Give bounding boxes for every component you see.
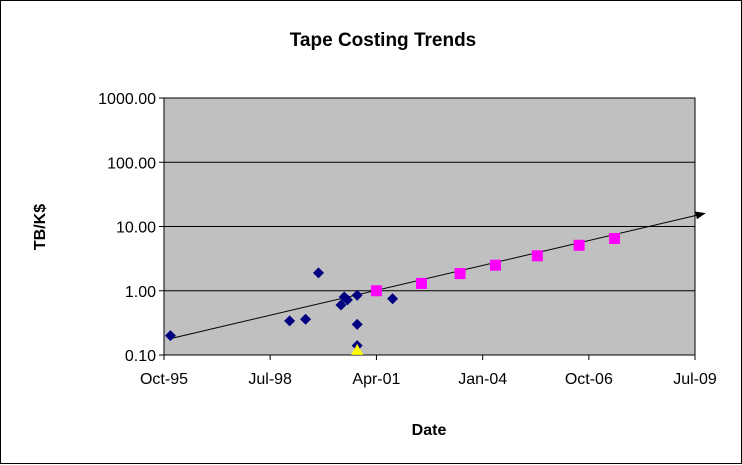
x-tick-label: Jul-09: [673, 371, 717, 388]
y-tick-label: 1.00: [125, 284, 156, 301]
data-point-square: [489, 259, 501, 271]
data-point-square: [415, 277, 427, 289]
data-point-square: [573, 239, 585, 251]
x-tick-label: Oct-95: [140, 371, 188, 388]
data-point-diamond: [351, 318, 363, 330]
x-axis-label: Date: [412, 422, 447, 439]
data-point-square: [609, 233, 621, 245]
data-point-square: [454, 268, 466, 280]
data-point-diamond: [335, 299, 347, 311]
data-point-diamond: [341, 294, 353, 306]
data-point-square: [370, 285, 382, 297]
chart-title: Tape Costing Trends: [290, 30, 477, 51]
data-point-diamond: [164, 330, 176, 342]
data-point-diamond: [387, 293, 399, 305]
y-axis-tick-labels: 0.10 1.00 10.00 100.00 1000.00: [98, 91, 164, 365]
data-point-square: [531, 250, 543, 262]
data-point-diamond: [284, 315, 296, 327]
y-tick-label: 0.10: [125, 348, 156, 365]
data-point-diamond: [351, 289, 363, 301]
x-tick-label: Jan-04: [458, 371, 507, 388]
x-tick-label: Apr-01: [352, 371, 400, 388]
x-axis-tick-labels: Oct-95 Jul-98 Apr-01 Jan-04 Oct-06 Jul-09: [140, 355, 717, 388]
data-points: [164, 233, 621, 355]
y-axis-label: TB/K$: [32, 204, 49, 250]
data-point-diamond: [300, 313, 312, 325]
y-tick-label: 10.00: [116, 220, 156, 237]
y-tick-label: 100.00: [107, 155, 156, 172]
x-tick-label: Oct-06: [565, 371, 613, 388]
gridlines: [164, 161, 695, 292]
data-point-diamond: [312, 267, 324, 279]
y-tick-label: 1000.00: [98, 91, 156, 108]
x-tick-label: Jul-98: [248, 371, 292, 388]
data-point-triangle: [351, 343, 364, 355]
